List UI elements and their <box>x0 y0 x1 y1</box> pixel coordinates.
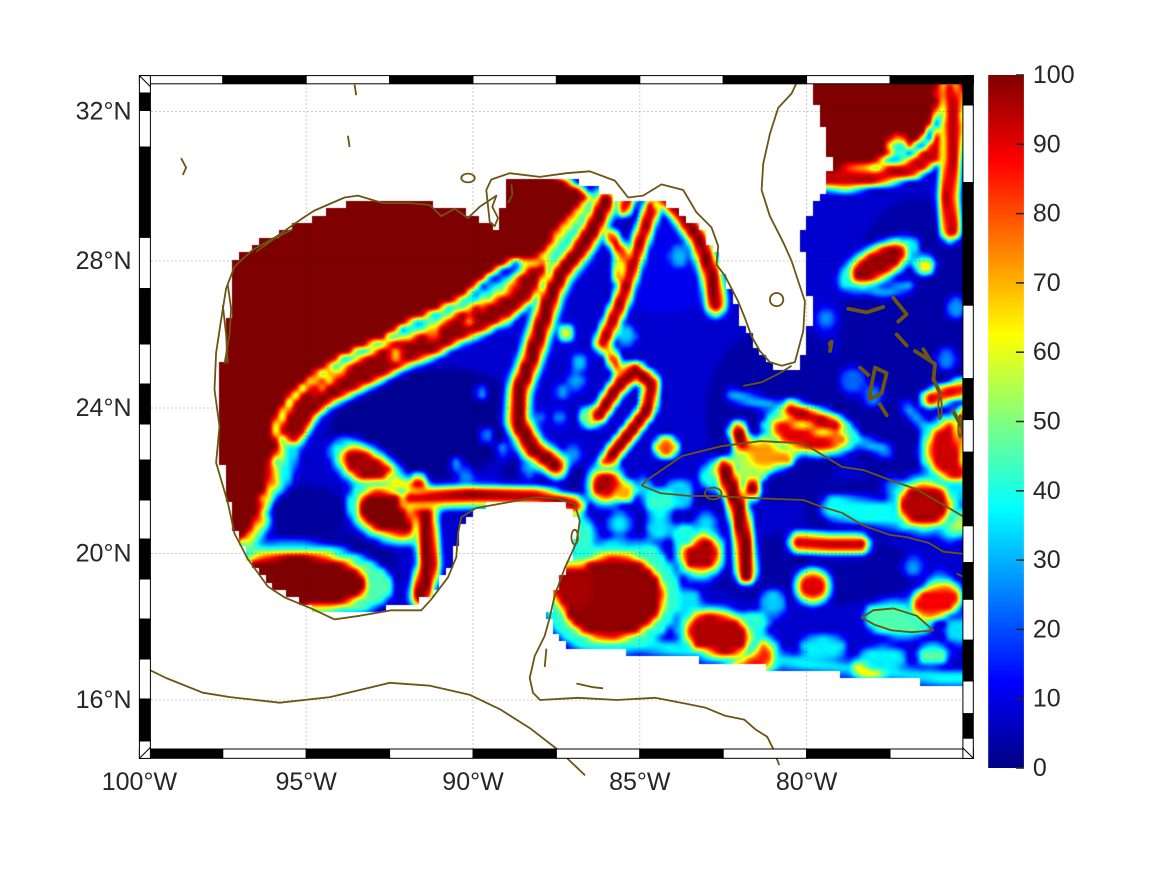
svg-text:60: 60 <box>1033 338 1061 366</box>
svg-text:95°W: 95°W <box>275 768 337 796</box>
svg-text:90: 90 <box>1033 130 1061 158</box>
svg-text:80°W: 80°W <box>776 768 838 796</box>
svg-text:85°W: 85°W <box>609 768 671 796</box>
svg-text:30: 30 <box>1033 546 1061 574</box>
svg-text:20°N: 20°N <box>76 540 132 568</box>
svg-text:70: 70 <box>1033 269 1061 297</box>
svg-text:80: 80 <box>1033 200 1061 228</box>
svg-text:100°W: 100°W <box>102 768 178 796</box>
svg-text:24°N: 24°N <box>76 394 132 422</box>
svg-text:16°N: 16°N <box>76 686 132 714</box>
svg-text:100: 100 <box>1033 61 1075 89</box>
svg-text:20: 20 <box>1033 615 1061 643</box>
svg-text:40: 40 <box>1033 477 1061 505</box>
svg-text:90°W: 90°W <box>442 768 504 796</box>
svg-text:0: 0 <box>1033 754 1047 782</box>
svg-text:32°N: 32°N <box>76 98 132 126</box>
svg-text:50: 50 <box>1033 408 1061 436</box>
svg-text:28°N: 28°N <box>76 247 132 275</box>
svg-text:10: 10 <box>1033 685 1061 713</box>
